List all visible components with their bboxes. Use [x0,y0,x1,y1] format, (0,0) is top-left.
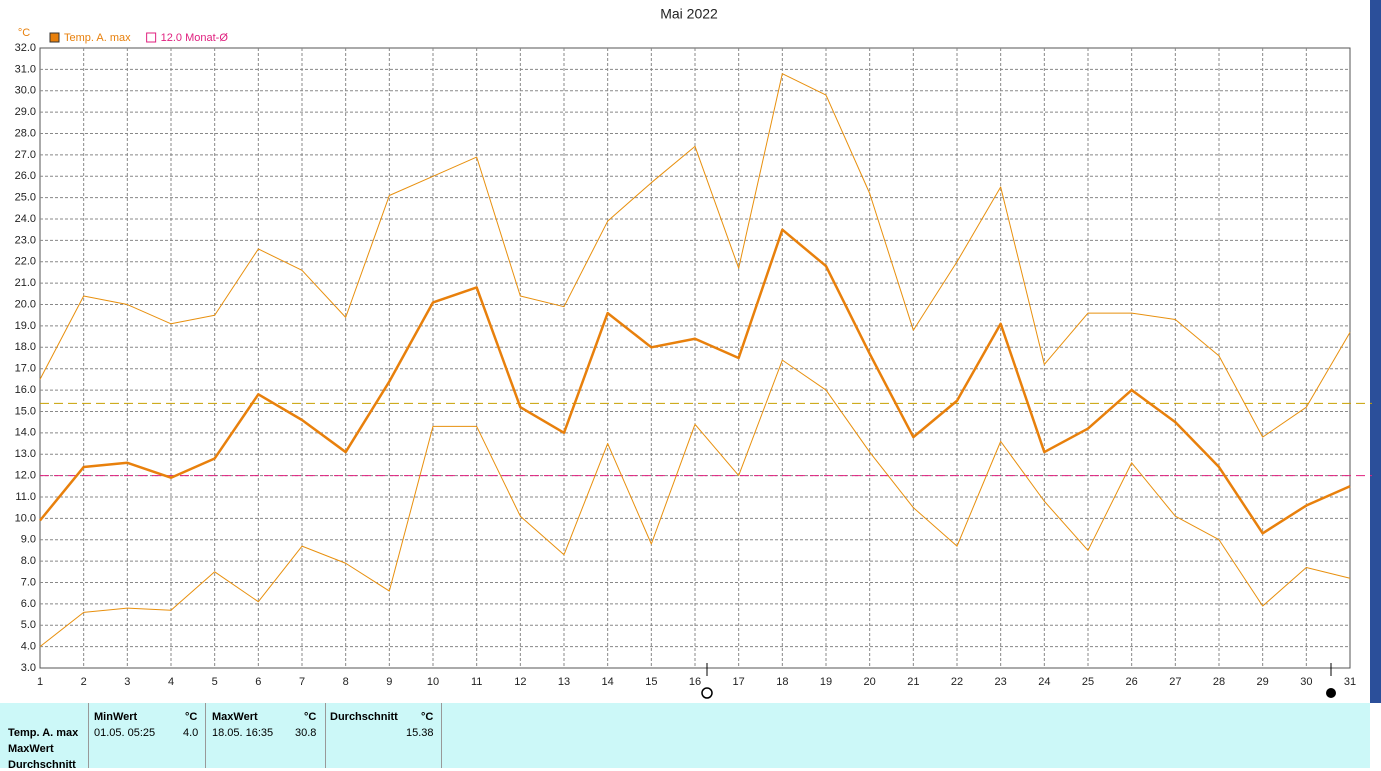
y-tick-label: 24.0 [15,213,36,225]
series-line [39,359,1351,648]
x-tick-label: 2 [81,676,87,688]
x-tick-label: 22 [951,676,963,688]
y-tick-label: 30.0 [15,85,36,97]
y-tick-label: 23.0 [15,234,36,246]
x-tick-label: 26 [1126,676,1138,688]
x-tick-label: 13 [558,676,570,688]
x-tick-label: 10 [427,676,439,688]
full-moon-icon [701,687,713,699]
y-tick-label: 10.0 [15,512,36,524]
y-tick-label: 25.0 [15,192,36,204]
y-tick-label: 3.0 [21,662,36,674]
x-tick-label: 4 [168,676,174,688]
x-tick-label: 31 [1344,676,1356,688]
cell: 4.0 [183,727,199,739]
legend-swatch [146,32,157,43]
y-tick-label: 27.0 [15,149,36,161]
x-tick-label: 18 [776,676,788,688]
y-tick-label: 5.0 [21,619,36,631]
y-tick-label: 7.0 [21,576,36,588]
y-tick-label: 6.0 [21,598,36,610]
col-unit: °C [421,711,434,723]
x-tick-label: 12 [514,676,526,688]
y-tick-label: 12.0 [15,469,36,481]
x-tick-label: 23 [995,676,1007,688]
y-tick-label: 16.0 [15,384,36,396]
cell: 15.38 [406,727,434,739]
separator [88,703,89,768]
y-tick-label: 32.0 [15,42,36,54]
x-tick-label: 6 [255,676,261,688]
row-label: Temp. A. max [8,727,79,739]
col-unit: °C [304,711,317,723]
x-tick-label: 7 [299,676,305,688]
x-tick-label: 9 [386,676,392,688]
y-tick-label: 4.0 [21,641,36,653]
window-edge [1370,0,1381,703]
row-label: MaxWert [8,743,54,755]
x-tick-label: 25 [1082,676,1094,688]
x-tick-label: 20 [864,676,876,688]
x-tick-label: 15 [645,676,657,688]
x-tick-label: 1 [37,676,43,688]
y-unit: °C [18,27,30,39]
x-tick-label: 28 [1213,676,1225,688]
y-tick-label: 21.0 [15,277,36,289]
x-tick-label: 14 [602,676,614,688]
legend-swatch [49,32,60,43]
row-label: Durchschnitt [8,759,76,771]
y-tick-label: 14.0 [15,427,36,439]
chart: Mai 2022 °C 3.0 4.0 5.0 6.0 7.0 8.0 9.0 10.0 11.… [15,0,1381,703]
y-tick-label: 18.0 [15,341,36,353]
cell: 18.05. 16:35 [212,727,274,739]
x-tick-label: 21 [907,676,919,688]
separator [205,703,206,768]
y-tick-label: 19.0 [15,320,36,332]
series-line [39,73,1351,438]
new-moon-icon [1326,688,1336,698]
y-tick-label: 31.0 [15,63,36,75]
y-tick-label: 9.0 [21,534,36,546]
x-tick-label: 16 [689,676,701,688]
summary-table: Temp. A. max MaxWert Durchschnitt MinWer… [0,703,1370,771]
x-tick-label: 8 [343,676,349,688]
col-header: MinWert [94,711,138,723]
x-tick-label: 24 [1038,676,1050,688]
chart-title: Mai 2022 [660,6,718,22]
y-tick-label: 28.0 [15,127,36,139]
y-tick-label: 22.0 [15,256,36,268]
separator [325,703,326,768]
y-tick-label: 13.0 [15,448,36,460]
x-tick-label: 19 [820,676,832,688]
col-header: Durchschnitt [330,711,398,723]
y-tick-label: 29.0 [15,106,36,118]
y-tick-label: 8.0 [21,555,36,567]
x-tick-label: 30 [1300,676,1312,688]
series-line [39,228,1351,535]
x-tick-label: 5 [212,676,218,688]
col-header: MaxWert [212,711,258,723]
cell: 01.05. 05:25 [94,727,156,739]
y-tick-label: 15.0 [15,405,36,417]
x-tick-label: 3 [124,676,130,688]
x-tick-label: 17 [733,676,745,688]
cell: 30.8 [295,727,317,739]
y-tick-label: 17.0 [15,363,36,375]
col-unit: °C [185,711,198,723]
x-tick-label: 11 [471,676,482,688]
x-tick-label: 29 [1257,676,1269,688]
y-tick-label: 26.0 [15,170,36,182]
y-tick-label: 11.0 [15,491,36,503]
legend-label: Temp. A. max [64,32,131,44]
legend-label: 12.0 Monat-Ø [161,32,229,44]
y-tick-label: 20.0 [15,298,36,310]
x-tick-label: 27 [1169,676,1181,688]
separator [441,703,442,768]
